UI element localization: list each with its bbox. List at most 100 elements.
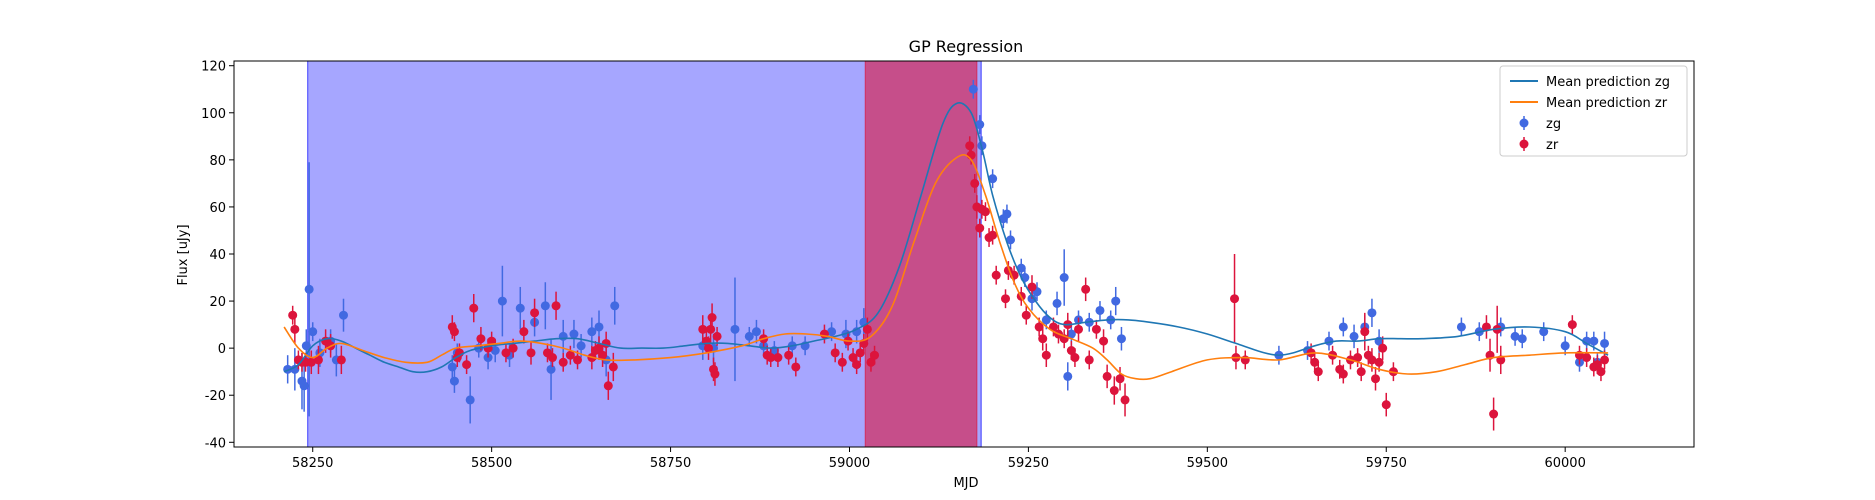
data-point-zr [501,348,511,358]
data-point-zr [1374,357,1384,367]
data-point-zr [698,324,708,334]
data-point-zr [710,369,720,379]
data-point-zg [299,381,309,391]
data-point-zg [1006,235,1016,245]
data-point-zg [1349,331,1359,341]
data-point-zr [1338,369,1348,379]
x-tick-label: 59500 [1187,456,1228,471]
data-point-zr [848,353,858,363]
data-point-zr [975,223,985,233]
data-point-zr [1592,360,1602,370]
data-point-zr [1001,294,1011,304]
data-point-zr [1034,322,1044,332]
data-point-zg [490,346,500,355]
data-point-zg [968,84,978,94]
y-tick-label: 0 [218,342,226,357]
data-point-zg [610,301,620,311]
data-point-zr [1230,294,1240,304]
legend-marker-zr [1519,139,1529,149]
data-point-zg [1589,336,1599,346]
data-point-zg [1600,338,1610,348]
data-point-zg [465,395,475,405]
x-tick-label: 58750 [650,456,691,471]
y-axis: -40 -20 0 20 40 60 80 100 120 [201,60,234,451]
data-point-zr [970,178,980,188]
data-point-zr [1600,355,1610,365]
y-tick-label: 80 [209,154,226,169]
data-point-zr [1048,322,1058,332]
data-point-zg [1510,331,1520,341]
data-point-zr [462,360,472,370]
data-point-zg [576,341,586,351]
y-tick-label: 40 [209,248,226,263]
plot-area [283,61,1610,447]
data-point-zg [540,301,550,311]
data-point-zg [1582,336,1592,346]
data-point-zr [830,348,840,358]
data-point-zr [1240,355,1250,365]
data-point-zr [988,230,998,240]
data-point-zr [1084,355,1094,365]
data-point-zr [1381,400,1391,410]
data-point-zr [1367,355,1377,365]
data-point-zg [852,327,862,337]
data-point-zr [1371,374,1381,384]
data-point-zr [288,310,298,320]
data-point-zr [855,348,865,358]
data-point-zr [313,355,323,365]
data-point-zr [1313,367,1323,377]
shaded-region-1 [864,61,978,447]
data-point-zr [1120,395,1130,405]
data-point-zr [547,353,557,363]
y-axis-label: Flux [uJy] [176,224,191,285]
data-point-zg [497,296,507,306]
data-point-zg [751,327,761,337]
data-point-zr [290,324,300,334]
data-point-zg [339,310,348,320]
legend-label-zr-line: Mean prediction zr [1546,96,1668,111]
data-point-zr [1353,353,1363,363]
data-point-zr [980,207,990,217]
data-point-zr [784,350,794,360]
data-point-zr [1021,310,1031,320]
legend-label-zg-line: Mean prediction zg [1546,75,1670,90]
data-point-zg [1338,322,1348,332]
data-point-zr [608,362,618,372]
data-point-zg [1517,334,1527,344]
data-point-zr [866,357,876,367]
data-point-zg [730,324,740,334]
data-point-zg [827,327,837,337]
data-point-zr [1066,346,1076,355]
data-point-zg [447,362,457,372]
data-point-zr [1091,324,1101,334]
data-point-zg [975,120,985,130]
data-point-zg [449,376,459,386]
y-tick-label: -40 [205,436,226,451]
data-point-zr [991,270,1001,280]
data-point-zr [594,343,604,353]
data-point-zr [449,327,459,337]
data-point-zr [1310,357,1320,367]
data-point-zr [1567,320,1577,330]
data-point-zr [1041,350,1051,360]
data-point-zr [306,357,316,367]
data-point-zr [336,355,346,365]
data-point-zr [712,331,722,341]
data-point-zr [837,357,847,367]
data-point-zr [1489,409,1499,419]
data-point-zg [1116,334,1126,344]
data-point-zr [966,150,976,160]
data-point-zg [558,331,568,341]
x-tick-label: 59250 [1008,456,1049,471]
data-point-zr [558,357,568,367]
data-point-zr [573,355,583,365]
x-tick-label: 60000 [1544,456,1585,471]
data-point-zg [1095,305,1105,315]
data-point-zg [1063,371,1073,381]
data-point-zg [1111,296,1121,306]
data-point-zr [1582,353,1592,363]
data-point-zr [707,313,717,323]
x-tick-label: 58500 [471,456,512,471]
data-point-zr [1099,336,1109,346]
